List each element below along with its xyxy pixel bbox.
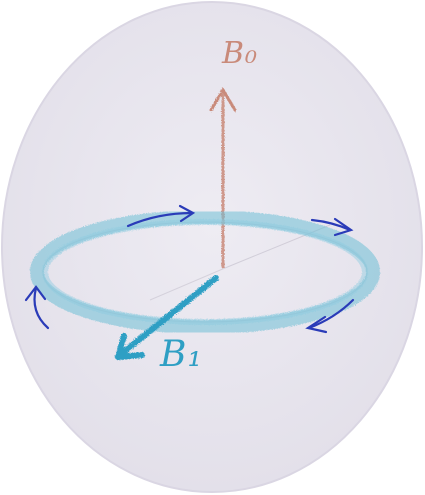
b0-vector — [209, 87, 237, 268]
curved-arrow-icon — [24, 285, 50, 330]
curved-arrow-icon — [305, 298, 355, 334]
precession-ring — [30, 210, 380, 334]
guide-line-2 — [149, 267, 226, 301]
b1-label: B₁ — [160, 334, 203, 375]
b0-label: B₀ — [222, 36, 259, 71]
curved-arrow-icon — [126, 204, 196, 228]
curved-arrow-icon — [310, 217, 354, 237]
b1-vector — [115, 275, 219, 360]
